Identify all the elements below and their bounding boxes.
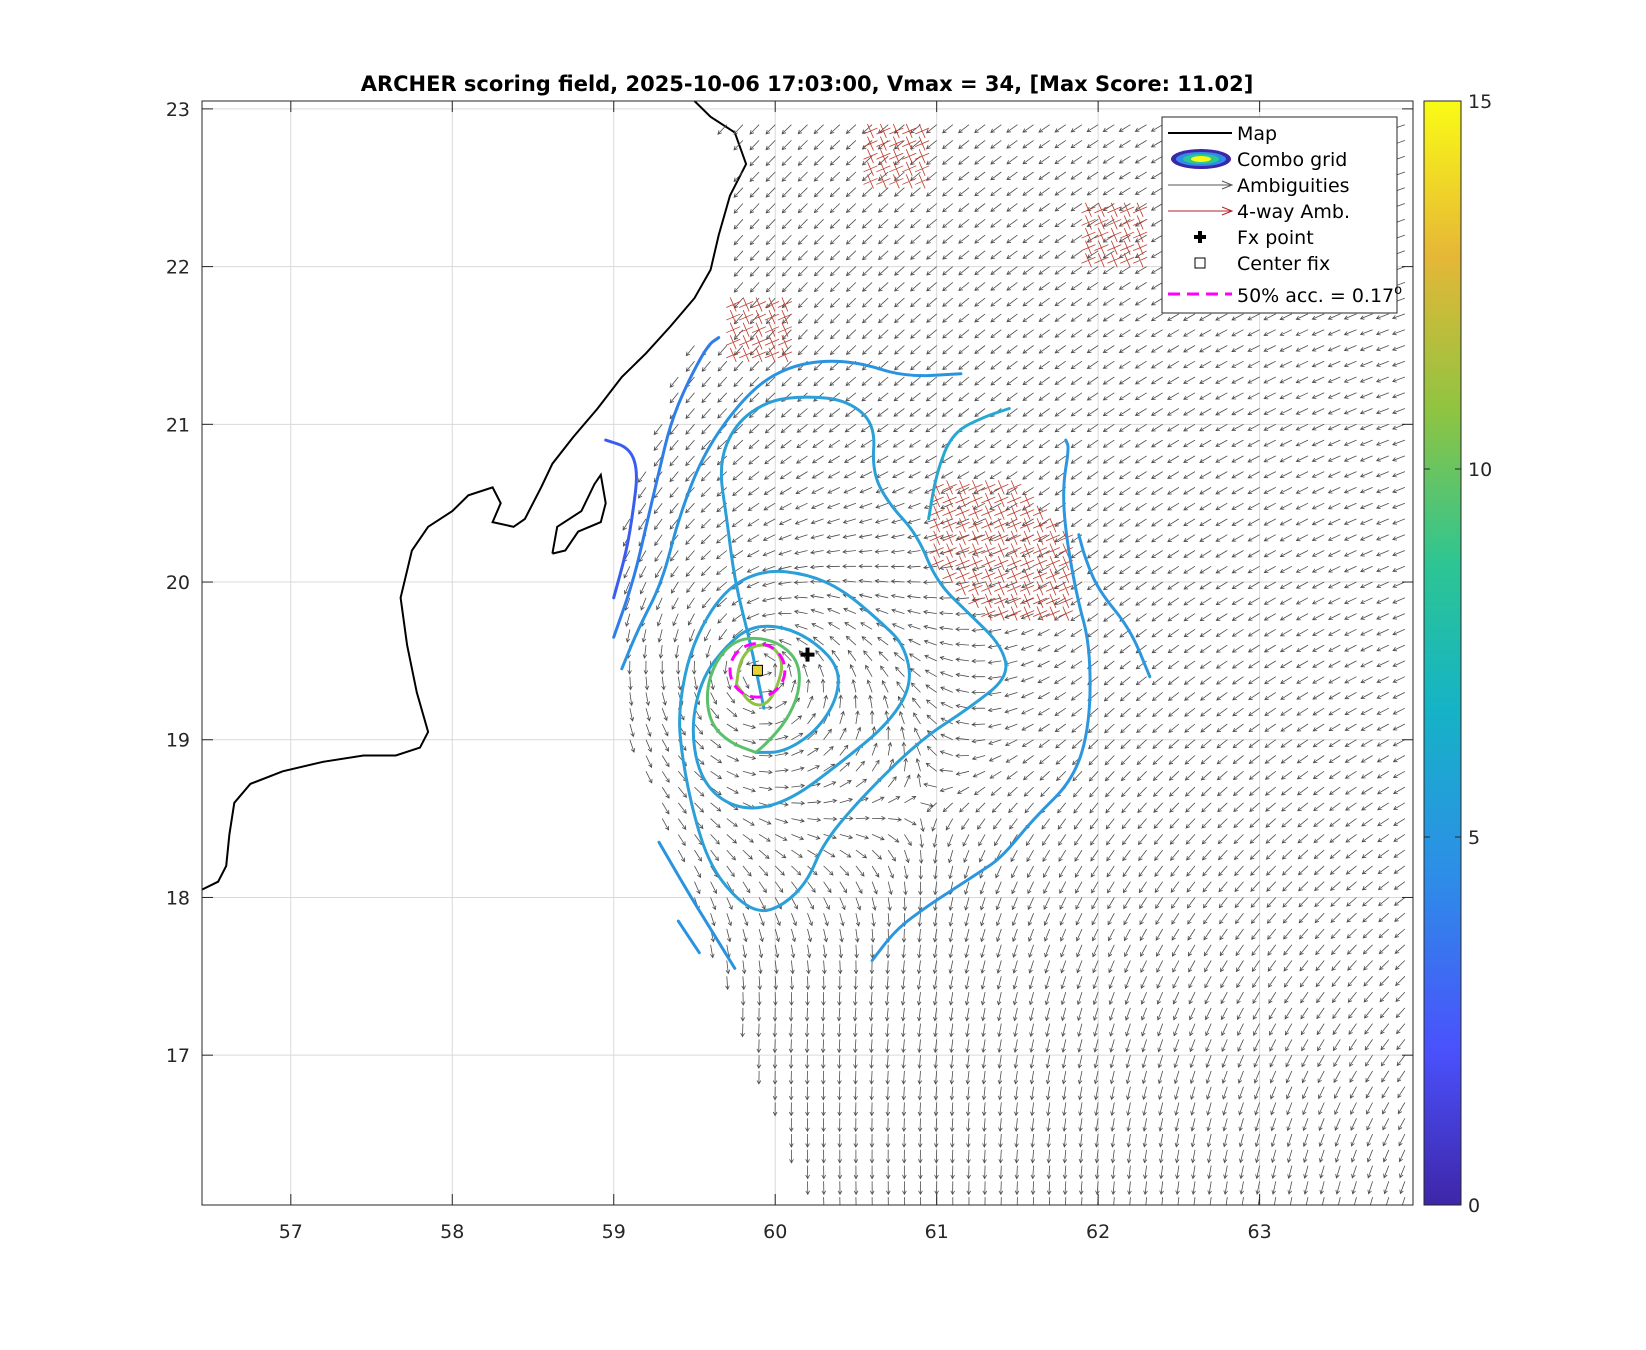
legend-4way-label: 4-way Amb. <box>1237 201 1350 223</box>
score-contour-9.6 <box>735 643 784 707</box>
coastline-segment <box>551 472 607 555</box>
legend-map-label: Map <box>1237 123 1277 145</box>
score-contour-5.8 <box>676 919 701 955</box>
ambiguity-arrow-field <box>622 124 1406 1205</box>
colorbar-tick-label: 15 <box>1468 91 1492 113</box>
y-tick-label: 19 <box>166 730 190 752</box>
legend-acc-label: 50% acc. = 0.17o <box>1237 283 1402 307</box>
score-contour-5.8 <box>657 840 737 970</box>
legend-center-label: Center fix <box>1237 253 1330 275</box>
x-tick-label: 62 <box>1086 1221 1110 1243</box>
legend-combo-label: Combo grid <box>1237 149 1347 171</box>
axis-ticks: 57 58 59 60 61 62 63 17 18 19 20 21 22 23 <box>166 99 1413 1243</box>
y-tick-label: 20 <box>166 572 190 594</box>
legend-fx-plus <box>1194 231 1206 243</box>
fx-point-plus <box>800 647 815 662</box>
x-tick-label: 63 <box>1248 1221 1272 1243</box>
y-tick-label: 22 <box>166 257 190 279</box>
score-contour-5.8 <box>678 395 1008 913</box>
score-contour-5.5 <box>1077 533 1152 679</box>
chart-title: ARCHER scoring field, 2025-10-06 17:03:0… <box>361 72 1254 96</box>
plot-frame <box>201 100 1414 1206</box>
score-contour-5.2 <box>620 359 963 671</box>
four-way-ambiguity-cross-field <box>726 123 1148 621</box>
ambiguity-arrows <box>622 124 1406 1205</box>
x-tick-label: 61 <box>925 1221 949 1243</box>
colorbar-tick-label: 10 <box>1468 459 1492 481</box>
legend-center-square <box>1194 257 1206 269</box>
legend-acc-text: 50% acc. = 0.17 <box>1237 285 1394 307</box>
coastline-segment <box>202 101 748 891</box>
y-tick-label: 23 <box>166 99 190 121</box>
legend-fx-label: Fx point <box>1237 227 1314 249</box>
x-tick-label: 57 <box>279 1221 303 1243</box>
center-fix-square <box>751 664 763 676</box>
four-way-ambiguity-arrows <box>726 123 1148 621</box>
accuracy-circle <box>728 642 787 699</box>
legend-combo-core <box>1191 156 1211 162</box>
legend: Map Combo grid Ambiguities 4-way Amb. Fx… <box>1161 116 1402 314</box>
y-tick-label: 21 <box>166 414 190 436</box>
legend-amb-head <box>1221 180 1234 190</box>
coastline-map <box>202 101 748 891</box>
y-tick-label: 18 <box>166 887 190 909</box>
legend-acc-degree: o <box>1394 283 1402 298</box>
legend-4way-head <box>1221 206 1234 216</box>
score-contour-4 <box>604 438 638 600</box>
x-tick-label: 58 <box>440 1221 464 1243</box>
score-contour-5.3 <box>870 438 1092 962</box>
colorbar-tick-label: 5 <box>1468 827 1480 849</box>
colorbar-ticks: 0 5 10 15 <box>1424 91 1492 1217</box>
fix-markers <box>728 642 815 699</box>
colorbar: 0 5 10 15 <box>1423 91 1492 1217</box>
score-contour-6.2 <box>927 407 1011 521</box>
colorbar-tick-label: 0 <box>1468 1195 1480 1217</box>
score-contour-4.5 <box>612 336 721 639</box>
x-tick-label: 60 <box>763 1221 787 1243</box>
legend-amb-label: Ambiguities <box>1237 175 1350 197</box>
y-tick-label: 17 <box>166 1045 190 1067</box>
colorbar-gradient <box>1423 100 1462 1206</box>
combo-grid-contours <box>604 336 1152 970</box>
x-tick-label: 59 <box>602 1221 626 1243</box>
score-contour-8.8 <box>705 636 801 754</box>
